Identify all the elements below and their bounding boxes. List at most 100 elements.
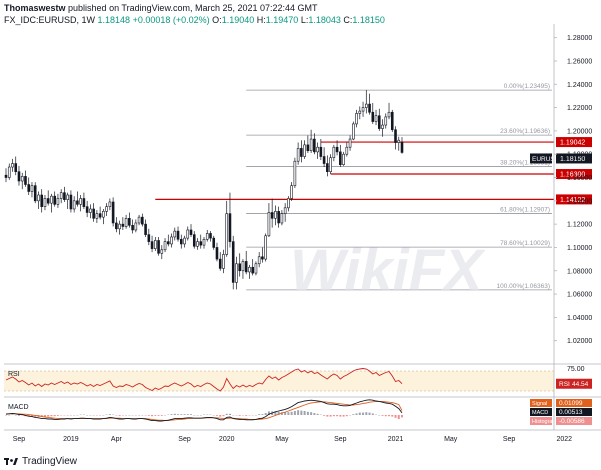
candle[interactable] — [257, 252, 261, 268]
candle[interactable] — [352, 121, 355, 141]
candle[interactable] — [290, 182, 293, 201]
candle[interactable] — [102, 208, 105, 225]
candle[interactable] — [14, 156, 18, 176]
candle[interactable] — [46, 190, 50, 206]
candle[interactable] — [397, 136, 401, 151]
candle[interactable] — [244, 250, 248, 275]
candle[interactable] — [37, 191, 40, 209]
candle[interactable] — [192, 231, 196, 249]
candle[interactable] — [277, 206, 280, 228]
candle[interactable] — [30, 182, 34, 198]
candle[interactable] — [154, 236, 157, 251]
candle[interactable] — [209, 231, 212, 242]
candle[interactable] — [33, 182, 37, 204]
candle[interactable] — [241, 259, 245, 279]
candle[interactable] — [20, 172, 24, 190]
candle[interactable] — [390, 109, 394, 133]
candle[interactable] — [4, 168, 8, 183]
candle[interactable] — [183, 235, 186, 248]
author-name[interactable]: Thomaswestw — [4, 3, 66, 13]
candle[interactable] — [43, 195, 47, 211]
candle[interactable] — [95, 210, 99, 223]
candle[interactable] — [121, 217, 125, 230]
candle[interactable] — [53, 191, 56, 207]
candle[interactable] — [222, 249, 225, 274]
candle[interactable] — [251, 259, 254, 276]
candle[interactable] — [59, 189, 63, 204]
candle[interactable] — [381, 119, 384, 137]
candle[interactable] — [105, 203, 108, 216]
candle[interactable] — [50, 193, 53, 213]
candle[interactable] — [400, 137, 404, 154]
candle[interactable] — [17, 165, 21, 186]
candle[interactable] — [24, 170, 27, 187]
candle[interactable] — [137, 214, 141, 226]
chart-canvas[interactable]: 0.00%(1.23495) 23.60%(1.19636) 38.20%(1.16… — [0, 0, 601, 452]
candle[interactable] — [267, 203, 271, 237]
candle[interactable] — [329, 154, 332, 175]
candle[interactable] — [374, 109, 378, 126]
candle[interactable] — [173, 227, 177, 241]
candle[interactable] — [76, 191, 79, 207]
candle[interactable] — [339, 144, 342, 168]
candle[interactable] — [345, 142, 349, 157]
candle[interactable] — [199, 234, 203, 249]
candle[interactable] — [296, 142, 300, 165]
candle[interactable] — [387, 102, 391, 120]
candle[interactable] — [377, 108, 381, 131]
candle[interactable] — [7, 163, 11, 180]
candle[interactable] — [134, 219, 138, 233]
candle[interactable] — [111, 197, 115, 227]
candle[interactable] — [11, 158, 14, 172]
candle[interactable] — [115, 217, 118, 233]
candle[interactable] — [108, 198, 112, 211]
candle[interactable] — [248, 264, 251, 279]
candle[interactable] — [215, 242, 219, 262]
candle[interactable] — [202, 236, 206, 249]
candle[interactable] — [231, 235, 235, 290]
candle[interactable] — [144, 219, 147, 237]
candle[interactable] — [176, 226, 180, 242]
candle[interactable] — [326, 155, 329, 177]
candle[interactable] — [228, 192, 232, 248]
candle[interactable] — [131, 219, 134, 234]
candle[interactable] — [85, 200, 89, 218]
candle[interactable] — [303, 140, 306, 159]
candle[interactable] — [254, 261, 258, 276]
candle[interactable] — [205, 229, 209, 242]
candle[interactable] — [40, 189, 44, 213]
candle[interactable] — [141, 213, 144, 227]
candle[interactable] — [147, 228, 151, 246]
candle[interactable] — [264, 233, 267, 262]
candle[interactable] — [355, 109, 358, 128]
candle[interactable] — [309, 129, 313, 154]
candle[interactable] — [322, 147, 326, 168]
candle[interactable] — [371, 102, 375, 124]
candle[interactable] — [98, 206, 102, 220]
candle[interactable] — [72, 196, 76, 213]
candle[interactable] — [27, 177, 31, 195]
candle[interactable] — [82, 192, 86, 209]
candle[interactable] — [92, 203, 95, 222]
candle[interactable] — [189, 224, 193, 237]
candle[interactable] — [186, 226, 190, 241]
candle[interactable] — [293, 157, 297, 189]
candle[interactable] — [166, 234, 170, 247]
candle[interactable] — [364, 90, 368, 114]
candle[interactable] — [160, 245, 164, 260]
candle[interactable] — [170, 233, 173, 248]
candle[interactable] — [63, 186, 66, 202]
candle[interactable] — [274, 205, 277, 226]
candle[interactable] — [287, 196, 290, 212]
candle[interactable] — [283, 203, 287, 222]
candle[interactable] — [225, 200, 229, 257]
candle[interactable] — [128, 212, 131, 228]
candle[interactable] — [335, 140, 339, 156]
candle[interactable] — [358, 106, 362, 120]
candle[interactable] — [179, 234, 183, 249]
candle[interactable] — [332, 144, 336, 162]
candle[interactable] — [235, 256, 238, 290]
candle[interactable] — [300, 140, 303, 163]
